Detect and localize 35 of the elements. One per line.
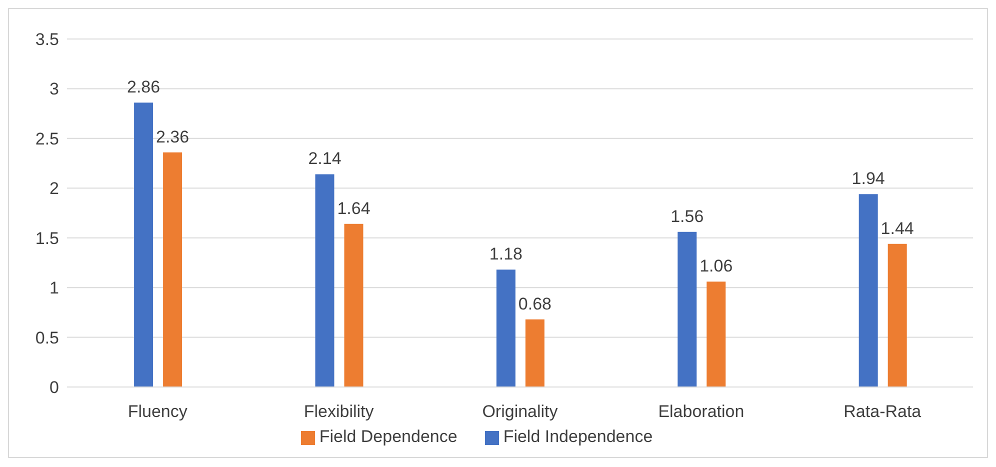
bar (678, 232, 697, 387)
x-tick-label: Flexibility (304, 402, 374, 422)
data-label: 1.06 (700, 256, 733, 276)
y-tick-label: 2 (50, 179, 59, 198)
bar (525, 319, 544, 387)
data-label: 1.56 (670, 206, 704, 226)
y-tick-label: 0 (50, 378, 59, 398)
bar (315, 174, 334, 387)
data-label: 2.36 (156, 127, 190, 146)
bar (888, 244, 907, 387)
bar (163, 152, 182, 387)
data-label: 1.18 (489, 244, 522, 264)
bar (858, 194, 878, 387)
bar (706, 282, 726, 387)
y-tick-label: 3.5 (35, 30, 59, 50)
data-label: 2.14 (308, 149, 342, 168)
x-tick-label: Fluency (128, 402, 188, 422)
y-tick-label: 0.5 (35, 328, 59, 348)
x-tick-label: Elaboration (658, 402, 744, 422)
data-label: 0.68 (518, 294, 552, 314)
legend-label: Field Independence (503, 427, 653, 446)
legend-label: Field Dependence (319, 427, 458, 446)
data-label: 1.44 (880, 218, 914, 238)
x-tick-label: Rata-Rata (844, 402, 922, 422)
bar (134, 102, 154, 387)
data-label: 2.86 (126, 78, 160, 97)
x-tick-label: Originality (482, 402, 558, 422)
data-label: 1.94 (852, 169, 885, 188)
y-tick-label: 1 (50, 278, 59, 298)
y-tick-label: 2.5 (35, 129, 59, 148)
bar (496, 270, 516, 387)
data-label: 1.64 (337, 198, 370, 218)
y-tick-label: 1.5 (35, 228, 59, 248)
bar (344, 224, 364, 387)
y-tick-label: 3 (50, 80, 59, 99)
